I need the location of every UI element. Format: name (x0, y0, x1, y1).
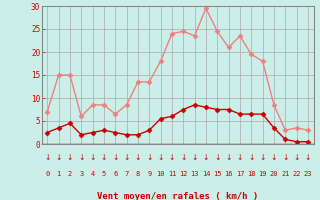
Text: ↓: ↓ (157, 153, 164, 162)
Text: 5: 5 (102, 171, 106, 177)
Text: 2: 2 (68, 171, 72, 177)
Text: 16: 16 (224, 171, 233, 177)
Text: ↓: ↓ (146, 153, 152, 162)
Text: ↓: ↓ (203, 153, 209, 162)
Text: 4: 4 (91, 171, 95, 177)
Text: 20: 20 (270, 171, 278, 177)
Text: 17: 17 (236, 171, 244, 177)
Text: ↓: ↓ (271, 153, 277, 162)
Text: 1: 1 (56, 171, 61, 177)
Text: ↓: ↓ (305, 153, 311, 162)
Text: ↓: ↓ (260, 153, 266, 162)
Text: 10: 10 (156, 171, 165, 177)
Text: ↓: ↓ (78, 153, 84, 162)
Text: ↓: ↓ (237, 153, 243, 162)
Text: ↓: ↓ (169, 153, 175, 162)
Text: ↓: ↓ (89, 153, 96, 162)
Text: ↓: ↓ (293, 153, 300, 162)
Text: ↓: ↓ (282, 153, 288, 162)
Text: 0: 0 (45, 171, 49, 177)
Text: ↓: ↓ (214, 153, 220, 162)
Text: 19: 19 (258, 171, 267, 177)
Text: 23: 23 (304, 171, 312, 177)
Text: 18: 18 (247, 171, 255, 177)
Text: Vent moyen/en rafales ( km/h ): Vent moyen/en rafales ( km/h ) (97, 192, 258, 200)
Text: ↓: ↓ (135, 153, 141, 162)
Text: ↓: ↓ (101, 153, 107, 162)
Text: 3: 3 (79, 171, 84, 177)
Text: 11: 11 (168, 171, 176, 177)
Text: ↓: ↓ (248, 153, 254, 162)
Text: ↓: ↓ (67, 153, 73, 162)
Text: ↓: ↓ (180, 153, 187, 162)
Text: ↓: ↓ (124, 153, 130, 162)
Text: 7: 7 (124, 171, 129, 177)
Text: 12: 12 (179, 171, 188, 177)
Text: ↓: ↓ (44, 153, 51, 162)
Text: 9: 9 (147, 171, 151, 177)
Text: 14: 14 (202, 171, 210, 177)
Text: ↓: ↓ (225, 153, 232, 162)
Text: ↓: ↓ (55, 153, 62, 162)
Text: 22: 22 (292, 171, 301, 177)
Text: ↓: ↓ (112, 153, 118, 162)
Text: 15: 15 (213, 171, 221, 177)
Text: ↓: ↓ (191, 153, 198, 162)
Text: 6: 6 (113, 171, 117, 177)
Text: 8: 8 (136, 171, 140, 177)
Text: 21: 21 (281, 171, 290, 177)
Text: 13: 13 (190, 171, 199, 177)
